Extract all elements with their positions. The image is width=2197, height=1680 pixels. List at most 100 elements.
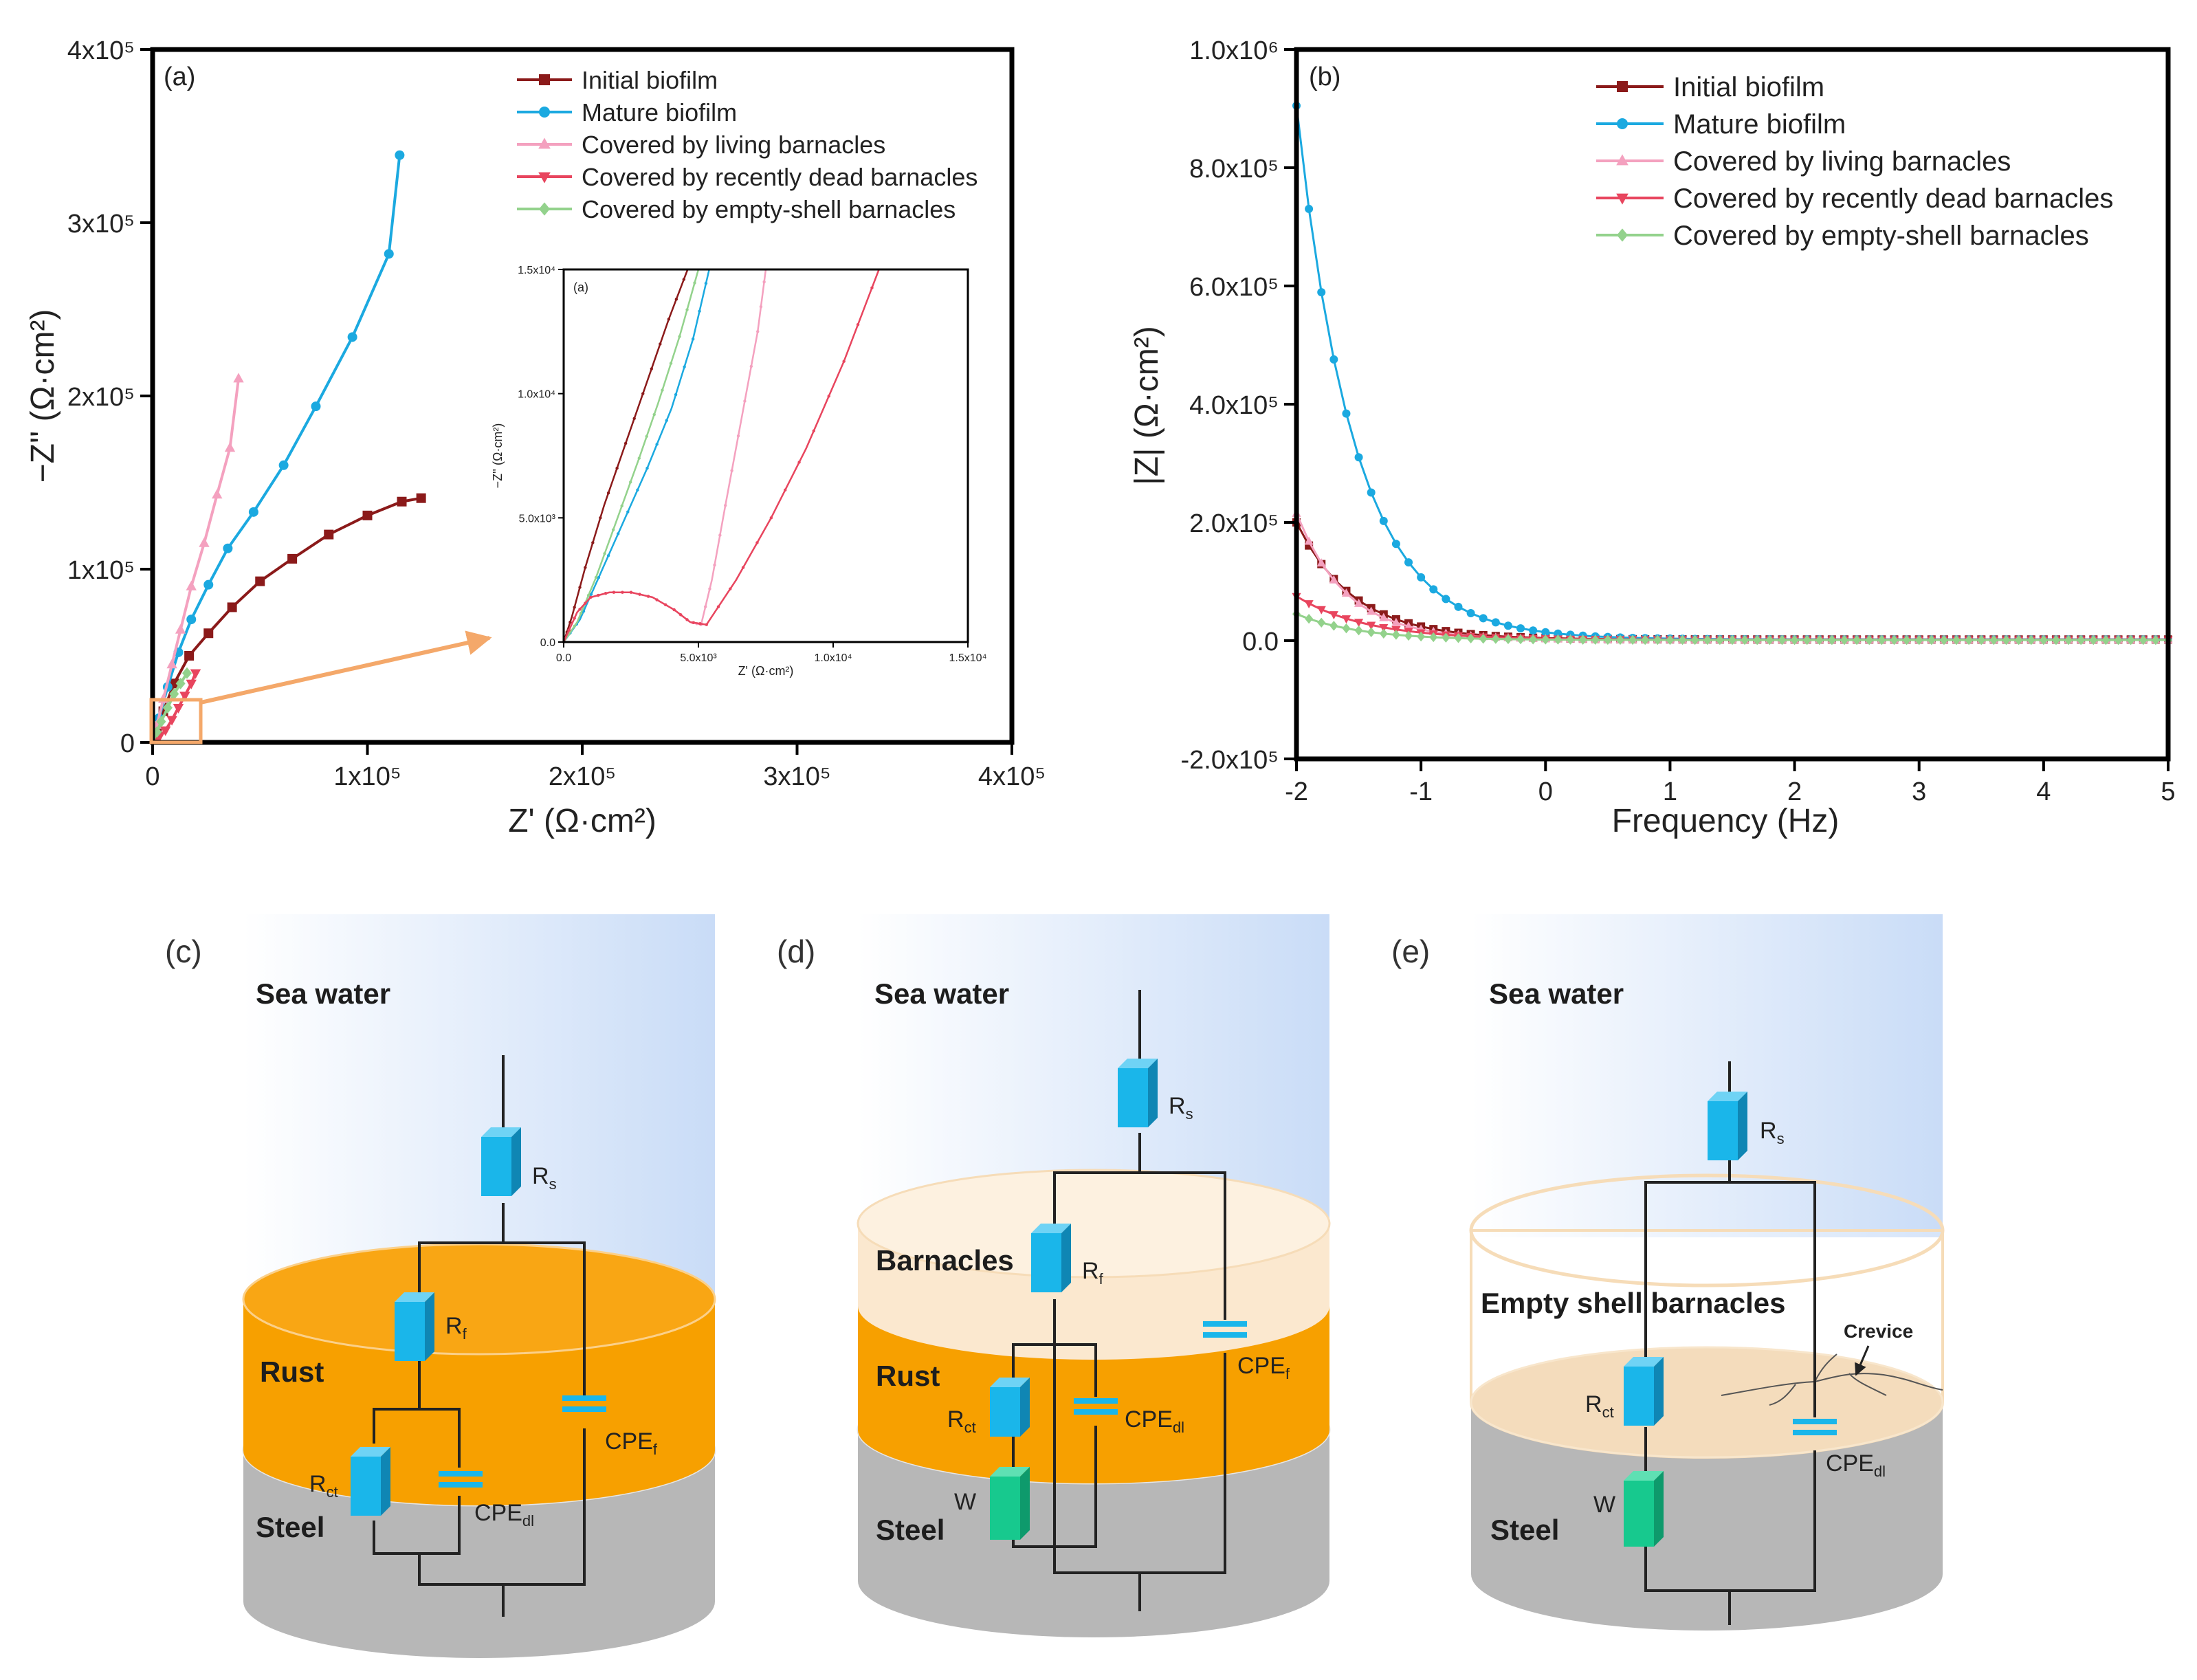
bode-point	[1503, 634, 1512, 645]
bode-point	[1840, 634, 1849, 645]
bode-point	[1367, 627, 1376, 637]
inset-point	[589, 595, 593, 599]
inset-point	[603, 552, 606, 555]
bode-point	[1329, 621, 1338, 631]
e-w-element	[1624, 1471, 1664, 1547]
nyquist-x-tick-label: 3x10⁵	[763, 762, 830, 791]
c-rf-label: Rf	[445, 1313, 467, 1342]
bode-point	[1815, 634, 1824, 645]
d-barnacle-top	[857, 1169, 1331, 1279]
nyquist-point	[223, 543, 233, 553]
inset-point	[606, 554, 610, 557]
bode-point	[1877, 634, 1886, 645]
bode-point	[1541, 628, 1550, 637]
inset-point	[629, 590, 633, 594]
bode-point	[1305, 613, 1314, 624]
inset-point	[599, 516, 602, 520]
d-steel-label: Steel	[876, 1514, 945, 1546]
c-cpef-label: CPEf	[605, 1428, 658, 1458]
nyquist-y-tick-label: 0	[120, 729, 135, 758]
c-circuit-wires	[373, 1055, 586, 1617]
bode-point	[1316, 558, 1326, 567]
nyquist-ticks: 0 1x10⁵ 2x10⁵ 3x10⁵ 4x10⁵ 0 1x10⁵ 2x10⁵ 3x10⁵ 4x1…	[67, 36, 1046, 791]
bode-point	[1653, 634, 1662, 645]
inset-point	[674, 298, 678, 301]
bode-point	[1379, 612, 1389, 621]
nyquist-legend-marker	[538, 172, 551, 184]
bode-point	[2051, 634, 2060, 645]
inset-point	[692, 621, 696, 625]
nyquist-point	[362, 510, 373, 520]
nyquist-legend: Initial biofilm Mature biofilm Covered by …	[517, 66, 978, 223]
nyquist-point	[311, 401, 321, 412]
bode-point	[2077, 634, 2086, 645]
nyquist-legend-label: Initial biofilm	[582, 66, 718, 94]
nyquist-point	[156, 716, 166, 728]
nyquist-point	[278, 460, 289, 470]
d-cpef-label: CPEf	[1237, 1353, 1290, 1382]
block-top-face	[990, 1378, 1030, 1387]
nyquist-point	[166, 716, 177, 726]
inset-point	[611, 528, 615, 531]
inset-x-tick-label: 5.0x10³	[680, 652, 717, 664]
c-sea-water-label: Sea water	[256, 977, 390, 1010]
e-w-label: W	[1593, 1492, 1615, 1518]
diagram-c: Sea water Rust Steel (c) Rs Rf Rct CPEf …	[165, 914, 716, 1658]
inset-point	[827, 395, 830, 398]
bode-point	[1367, 621, 1376, 630]
bode-point	[2139, 634, 2148, 645]
block-front-face	[1624, 1367, 1654, 1426]
nyquist-point	[166, 659, 177, 669]
inset-point	[691, 337, 695, 341]
diagram-e: Sea water Empty shell barnacles Steel (e…	[1391, 914, 1945, 1631]
block-top-face	[351, 1447, 390, 1457]
nyquist-point	[384, 249, 394, 259]
inset-point	[645, 434, 648, 439]
nyquist-point	[324, 529, 334, 540]
bode-y-tick-label: 0.0	[1242, 628, 1279, 656]
c-rust-top	[242, 1243, 716, 1356]
nyquist-point	[190, 669, 201, 679]
bode-point	[1379, 516, 1388, 525]
block-front-face	[1624, 1481, 1654, 1547]
inset-point	[637, 456, 641, 460]
bode-point	[1305, 204, 1314, 213]
inset-frame	[562, 268, 969, 643]
c-rs-label: Rs	[532, 1163, 557, 1193]
block-side-face	[1020, 1378, 1030, 1437]
nyquist-point	[203, 579, 214, 590]
inset-point	[784, 488, 787, 492]
inset-line-2	[562, 269, 700, 643]
inset-point	[856, 323, 860, 327]
block-side-face	[425, 1292, 434, 1361]
inset-y-tick-label: 5.0x10³	[519, 513, 556, 524]
bode-point	[1541, 634, 1550, 645]
inset-point	[682, 278, 686, 281]
inset-line-1	[562, 269, 710, 643]
bode-point	[1367, 488, 1376, 497]
bode-point	[1354, 626, 1363, 636]
bode-point	[1329, 355, 1338, 364]
nyquist-point	[160, 726, 171, 736]
bode-point	[1442, 595, 1450, 604]
bode-legend-label: Covered by recently dead barnacles	[1673, 184, 2113, 214]
block-front-face	[481, 1137, 511, 1196]
bode-line-2	[1295, 513, 2168, 641]
bode-point	[1404, 621, 1413, 630]
bode-y-tick-label: 8.0x10⁵	[1189, 155, 1279, 184]
inset-point	[769, 516, 773, 520]
bode-point	[2064, 634, 2073, 645]
e-crevice-label: Crevice	[1844, 1320, 1913, 1342]
inset-point	[704, 282, 708, 285]
d-cpedl-capacitor	[1074, 1398, 1118, 1415]
nyquist-point	[224, 442, 236, 452]
bode-point	[1554, 634, 1563, 645]
bode-point	[1404, 630, 1413, 641]
nyquist-point	[162, 702, 173, 714]
bode-x-axis-label: Frequency (Hz)	[1612, 803, 1840, 839]
block-front-face	[395, 1302, 425, 1361]
c-cpef-capacitor	[562, 1395, 606, 1412]
bode-legend-marker	[1616, 154, 1629, 166]
nyquist-point	[395, 150, 405, 160]
inset-point	[636, 488, 639, 492]
